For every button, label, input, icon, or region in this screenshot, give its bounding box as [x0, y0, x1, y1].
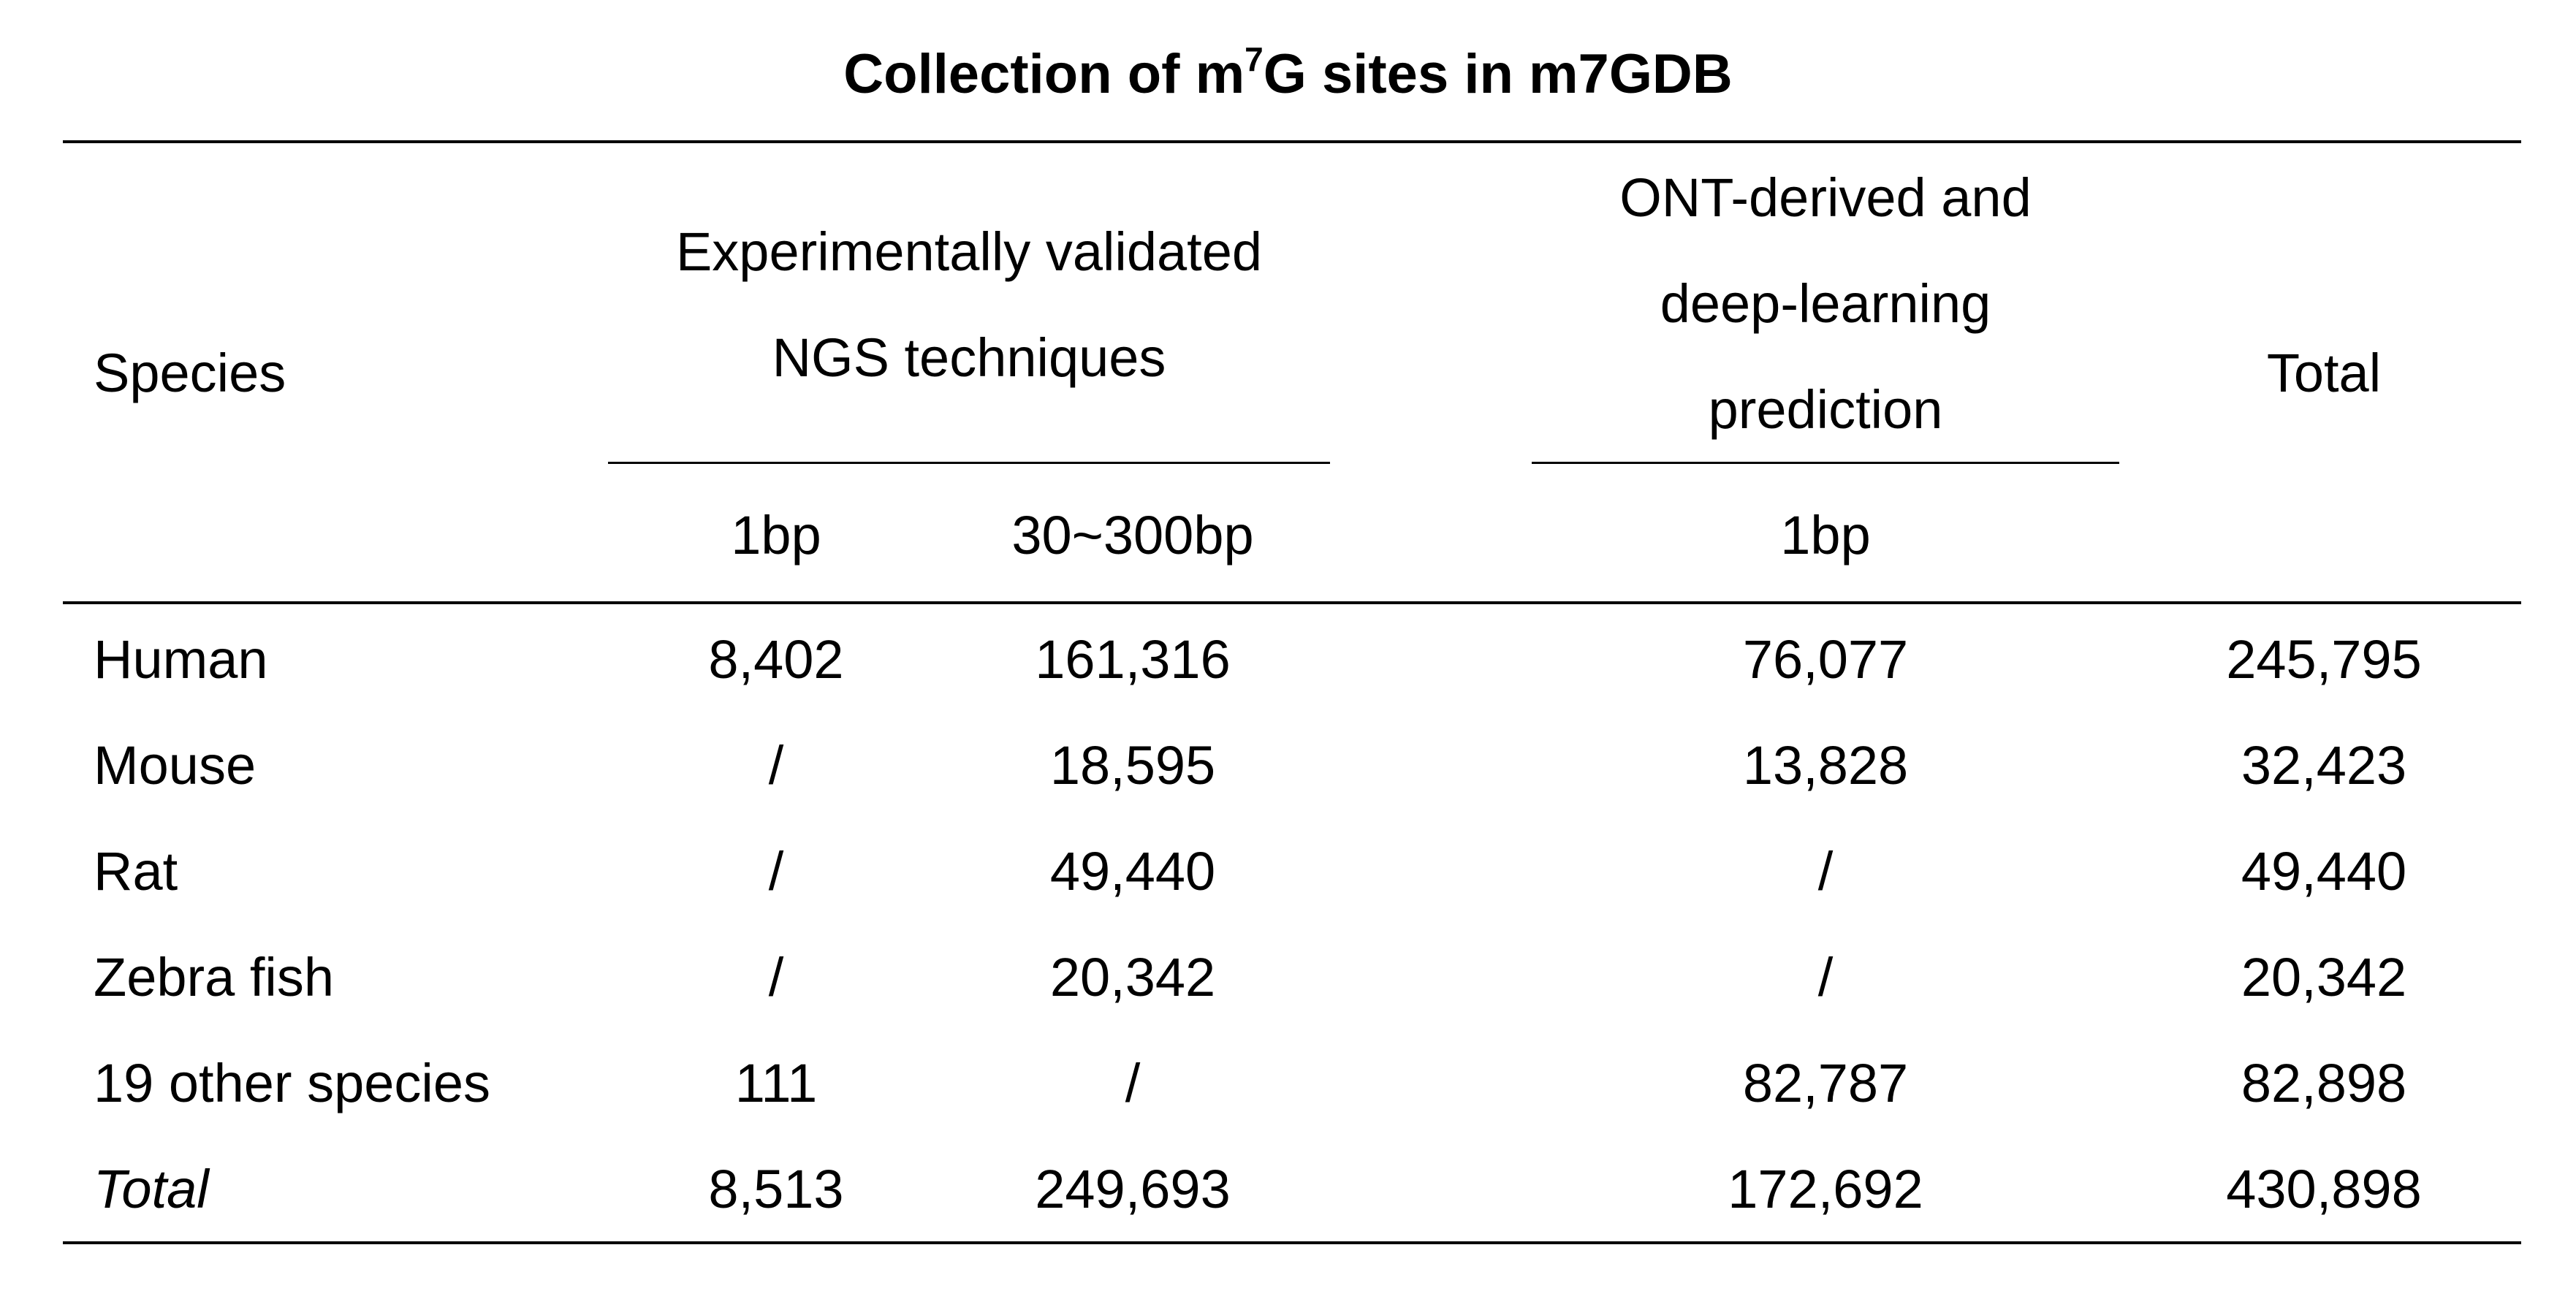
ont-group-rule — [1532, 462, 2119, 464]
row-species: Total — [94, 1159, 209, 1219]
header-ont-line1: ONT-derived and — [1619, 167, 2032, 228]
row-total: 82,898 — [2241, 1053, 2407, 1113]
row-species: Human — [94, 629, 268, 690]
row-ont-1bp: 13,828 — [1742, 735, 1909, 796]
row-ngs-1bp: / — [768, 841, 784, 902]
title-prefix: Collection of m — [843, 43, 1245, 105]
row-ngs-range: 20,342 — [1049, 947, 1216, 1008]
subheader-ont-1bp: 1bp — [1780, 505, 1871, 565]
header-ngs-line1: Experimentally validated — [675, 221, 1263, 282]
header-ont-line3: prediction — [1708, 379, 1943, 440]
row-ont-1bp: 76,077 — [1742, 629, 1909, 690]
row-species: Zebra fish — [94, 947, 335, 1008]
row-ngs-1bp: 8,513 — [708, 1159, 844, 1219]
row-ont-1bp: / — [1817, 841, 1834, 902]
bottom-rule — [63, 1241, 2521, 1244]
row-ngs-1bp: / — [768, 735, 784, 796]
row-total: 32,423 — [2241, 735, 2407, 796]
row-ngs-range: 18,595 — [1049, 735, 1216, 796]
row-species: Mouse — [94, 735, 257, 796]
row-ont-1bp: 82,787 — [1742, 1053, 1909, 1113]
subheader-ngs-range: 30~300bp — [1011, 505, 1254, 565]
ngs-group-rule — [608, 462, 1330, 464]
row-ngs-range: / — [1125, 1053, 1141, 1113]
row-ont-1bp: / — [1817, 947, 1834, 1008]
row-total: 49,440 — [2241, 841, 2407, 902]
subheader-ngs-1bp: 1bp — [731, 505, 821, 565]
row-ngs-1bp: 111 — [734, 1053, 818, 1113]
row-total: 20,342 — [2241, 947, 2407, 1008]
table-title: Collection of m7G sites in m7GDB — [0, 38, 2576, 111]
row-ngs-range: 249,693 — [1035, 1159, 1231, 1219]
row-species: 19 other species — [94, 1053, 491, 1113]
title-superscript: 7 — [1245, 40, 1264, 78]
row-ngs-range: 49,440 — [1049, 841, 1216, 902]
header-total: Total — [2266, 343, 2382, 403]
row-species: Rat — [94, 841, 178, 902]
title-suffix: G sites in m7GDB — [1263, 43, 1733, 105]
header-species: Species — [94, 343, 286, 403]
top-rule — [63, 140, 2521, 143]
row-ngs-range: 161,316 — [1035, 629, 1231, 690]
header-ngs-line2: NGS techniques — [772, 327, 1166, 388]
row-ngs-1bp: 8,402 — [708, 629, 844, 690]
row-ngs-1bp: / — [768, 947, 784, 1008]
row-total: 245,795 — [2226, 629, 2422, 690]
row-total: 430,898 — [2226, 1159, 2422, 1219]
row-ont-1bp: 172,692 — [1728, 1159, 1923, 1219]
header-ont-line2: deep-learning — [1660, 273, 1991, 334]
header-bottom-rule — [63, 601, 2521, 604]
